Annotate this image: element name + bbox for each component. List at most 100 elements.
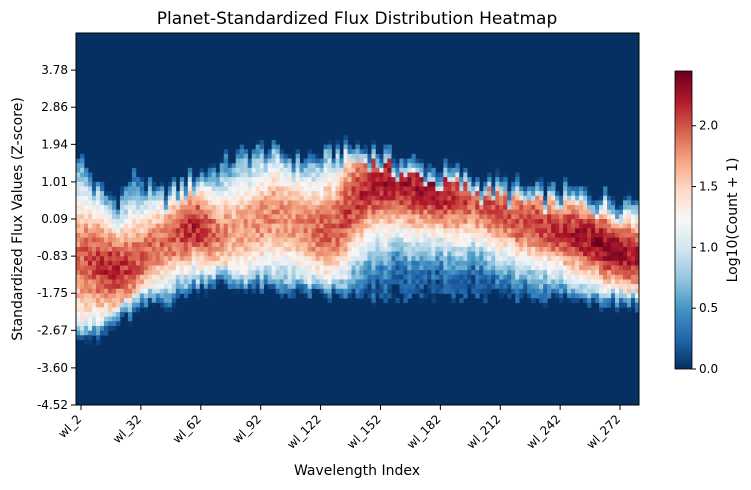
heatmap-cell	[567, 279, 572, 285]
heatmap-cell	[267, 246, 273, 252]
heatmap-cell	[223, 256, 229, 262]
heatmap-cell	[227, 214, 233, 220]
heatmap-cell	[479, 251, 484, 257]
heatmap-cell	[307, 260, 312, 266]
heatmap-cell	[355, 172, 360, 178]
heatmap-cell	[307, 270, 312, 276]
heatmap-cell	[375, 237, 380, 243]
heatmap-cell	[87, 232, 93, 238]
heatmap-cell	[495, 177, 500, 183]
heatmap-cell	[519, 265, 524, 271]
heatmap-cell	[631, 205, 636, 211]
heatmap-cell	[435, 191, 440, 197]
heatmap-cell	[563, 177, 568, 183]
heatmap-cell	[167, 274, 173, 280]
heatmap-cell	[219, 209, 225, 215]
heatmap-cell	[423, 172, 428, 178]
heatmap-cell	[391, 246, 396, 252]
heatmap-cell	[291, 288, 297, 294]
heatmap-cell	[279, 237, 285, 243]
heatmap-cell	[483, 209, 488, 215]
heatmap-cell	[491, 200, 496, 206]
heatmap-cell	[239, 251, 245, 257]
heatmap-cell	[107, 219, 113, 225]
heatmap-cell	[123, 284, 129, 290]
heatmap-cell	[455, 274, 460, 280]
heatmap-cell	[279, 279, 285, 285]
heatmap-cell	[487, 279, 492, 285]
heatmap-cell	[111, 274, 117, 280]
heatmap-cell	[275, 284, 281, 290]
heatmap-cell	[495, 251, 500, 257]
heatmap-cell	[371, 163, 376, 169]
heatmap-cell	[131, 219, 137, 225]
heatmap-cell	[303, 260, 308, 266]
heatmap-cell	[583, 265, 588, 271]
heatmap-cell	[235, 265, 241, 271]
heatmap-cell	[135, 219, 141, 225]
heatmap-cell	[471, 181, 476, 187]
heatmap-cell	[327, 205, 332, 211]
heatmap-cell	[335, 288, 340, 294]
heatmap-cell	[291, 279, 297, 285]
heatmap-cell	[159, 232, 165, 238]
heatmap-cell	[451, 181, 456, 187]
heatmap-cell	[179, 228, 185, 234]
heatmap-cell	[307, 172, 312, 178]
heatmap-cell	[76, 307, 81, 313]
heatmap-cell	[239, 228, 245, 234]
heatmap-cell	[235, 242, 241, 248]
heatmap-cell	[379, 172, 384, 178]
heatmap-cell	[251, 177, 257, 183]
heatmap-cell	[143, 246, 149, 252]
heatmap-cell	[547, 205, 552, 211]
heatmap-cell	[143, 279, 149, 285]
heatmap-cell	[571, 237, 576, 243]
heatmap-cell	[339, 172, 344, 178]
heatmap-cell	[483, 260, 488, 266]
heatmap-cell	[207, 181, 213, 187]
heatmap-cell	[147, 265, 153, 271]
heatmap-cell	[143, 274, 149, 280]
colorbar-tick-label: 0.0	[699, 362, 718, 376]
heatmap-cell	[111, 256, 117, 262]
heatmap-cell	[367, 251, 372, 257]
heatmap-cell	[467, 256, 472, 262]
heatmap-cell	[275, 246, 281, 252]
heatmap-cell	[547, 237, 552, 243]
heatmap-cell	[491, 284, 496, 290]
heatmap-cell	[587, 288, 592, 294]
heatmap-cell	[247, 274, 253, 280]
heatmap-cell	[79, 228, 85, 234]
heatmap-cell	[343, 205, 348, 211]
heatmap-cell	[407, 177, 412, 183]
heatmap-cell	[299, 237, 304, 243]
heatmap-cell	[91, 298, 97, 304]
heatmap-cell	[251, 274, 257, 280]
heatmap-cell	[455, 237, 460, 243]
heatmap-cell	[463, 288, 468, 294]
heatmap-cell	[591, 274, 596, 280]
heatmap-cell	[331, 246, 336, 252]
heatmap-cell	[243, 256, 249, 262]
heatmap-cell	[351, 181, 356, 187]
heatmap-cell	[335, 279, 340, 285]
heatmap-cell	[387, 232, 392, 238]
heatmap-cell	[475, 205, 480, 211]
heatmap-cell	[295, 158, 300, 164]
heatmap-cell	[379, 265, 384, 271]
heatmap-cell	[599, 246, 604, 252]
heatmap-cell	[287, 205, 293, 211]
heatmap-cell	[543, 284, 548, 290]
heatmap-cell	[555, 270, 560, 276]
heatmap-cell	[371, 260, 376, 266]
heatmap-cell	[279, 200, 285, 206]
heatmap-cell	[559, 195, 564, 201]
heatmap-cell	[139, 195, 145, 201]
heatmap-cell	[323, 242, 328, 248]
heatmap-cell	[183, 223, 189, 229]
heatmap-cell	[623, 237, 628, 243]
heatmap-cell	[523, 209, 528, 215]
heatmap-cell	[179, 191, 185, 197]
heatmap-cell	[587, 256, 592, 262]
